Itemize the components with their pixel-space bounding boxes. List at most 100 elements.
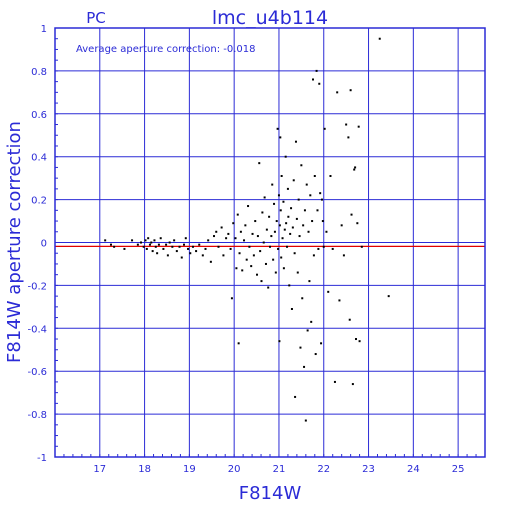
data-point xyxy=(286,187,289,190)
data-point xyxy=(353,168,356,171)
data-point xyxy=(267,286,270,289)
data-point xyxy=(351,383,354,386)
data-point xyxy=(159,237,162,240)
data-point xyxy=(306,329,309,332)
data-point xyxy=(354,166,357,169)
data-point xyxy=(259,250,262,253)
data-point xyxy=(151,250,154,253)
data-point xyxy=(256,235,259,238)
data-point xyxy=(348,318,351,321)
data-point xyxy=(357,125,360,128)
data-point xyxy=(325,230,328,233)
data-point xyxy=(387,295,390,298)
x-tick-label: 21 xyxy=(273,464,286,475)
data-point xyxy=(263,196,266,199)
data-point xyxy=(296,271,299,274)
x-tick-label: 20 xyxy=(228,464,241,475)
data-point xyxy=(321,220,324,223)
data-point xyxy=(207,239,210,242)
data-point xyxy=(274,271,277,274)
data-point xyxy=(189,252,192,255)
data-point xyxy=(265,228,268,231)
data-point xyxy=(294,395,297,398)
data-point xyxy=(247,205,250,208)
data-point xyxy=(113,245,116,248)
data-point xyxy=(358,340,361,343)
data-point xyxy=(311,220,314,223)
data-point xyxy=(229,247,232,250)
y-tick-label: -0.2 xyxy=(27,281,47,292)
data-point xyxy=(168,241,171,244)
data-point xyxy=(292,179,295,182)
data-point xyxy=(278,340,281,343)
camera-label: PC xyxy=(86,9,106,27)
grid-lines xyxy=(54,27,486,458)
data-point xyxy=(204,247,207,250)
data-point xyxy=(284,155,287,158)
data-point xyxy=(261,211,264,214)
data-point xyxy=(262,241,265,244)
data-point xyxy=(279,136,282,139)
data-point xyxy=(239,230,242,233)
x-tick-label: 25 xyxy=(452,464,465,475)
data-point xyxy=(225,237,228,240)
data-point xyxy=(213,235,216,238)
data-point xyxy=(315,69,318,72)
data-point xyxy=(280,175,283,178)
data-point xyxy=(289,232,292,235)
data-point xyxy=(307,230,310,233)
data-point xyxy=(278,224,281,227)
data-point xyxy=(272,258,275,261)
data-point xyxy=(312,78,314,81)
data-point xyxy=(340,224,343,227)
data-point xyxy=(320,198,323,201)
data-point xyxy=(318,82,321,85)
data-point xyxy=(220,226,223,229)
data-point xyxy=(156,252,159,255)
data-point xyxy=(236,213,239,216)
data-point xyxy=(237,342,240,345)
data-point xyxy=(270,235,273,238)
data-point xyxy=(329,175,332,178)
data-point xyxy=(140,241,142,244)
data-point xyxy=(184,237,187,240)
data-point xyxy=(227,232,230,235)
x-tick-label: 17 xyxy=(93,464,106,475)
data-point xyxy=(300,164,303,167)
data-points xyxy=(104,37,390,422)
data-point xyxy=(350,213,353,216)
data-point xyxy=(162,247,165,250)
data-point xyxy=(191,245,194,248)
data-point xyxy=(254,220,257,223)
data-point xyxy=(303,365,306,368)
data-point xyxy=(245,258,248,261)
data-point xyxy=(333,380,336,383)
y-tick-labels: -1 -0.8 -0.6 -0.4 -0.2 0 0.2 0.4 0.6 0.8 1 xyxy=(27,24,47,464)
data-point xyxy=(136,243,139,246)
data-point xyxy=(144,239,147,242)
data-point xyxy=(243,239,246,242)
data-point xyxy=(355,338,357,341)
data-point xyxy=(345,123,348,126)
data-point xyxy=(180,256,183,259)
data-point xyxy=(252,254,255,257)
data-point xyxy=(145,247,148,250)
data-point xyxy=(290,307,293,310)
data-point xyxy=(336,91,339,94)
data-point xyxy=(301,297,304,300)
data-point xyxy=(273,230,276,233)
y-tick-label: -0.6 xyxy=(27,367,47,378)
data-point xyxy=(104,239,107,242)
data-point xyxy=(154,245,157,248)
data-point xyxy=(142,245,145,248)
data-point xyxy=(230,297,233,300)
y-tick-label: 1 xyxy=(41,24,47,35)
data-point xyxy=(308,280,311,283)
x-axis-label: F814W xyxy=(239,483,302,504)
y-tick-label: -0.8 xyxy=(27,410,47,421)
x-tick-label: 24 xyxy=(407,464,420,475)
average-annotation: Average aperture correction: -0.018 xyxy=(76,44,256,55)
data-point xyxy=(241,269,244,272)
x-tick-label: 22 xyxy=(317,464,330,475)
data-point xyxy=(123,247,126,250)
